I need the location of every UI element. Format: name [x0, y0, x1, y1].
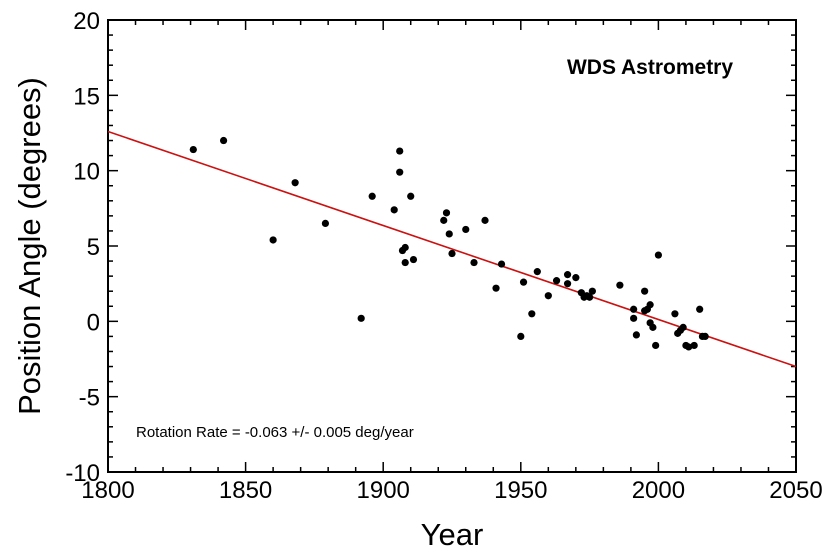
data-point	[390, 206, 398, 214]
data-point	[396, 147, 404, 155]
data-point	[357, 314, 365, 322]
data-point	[646, 301, 654, 309]
data-point	[630, 314, 638, 322]
x-tick-label: 2000	[632, 477, 685, 504]
axis-ticks	[107, 19, 797, 473]
data-point	[448, 249, 456, 258]
data-point	[219, 136, 228, 145]
x-tick-label: 1850	[219, 477, 272, 504]
data-point	[401, 243, 409, 252]
x-tick-label: 1800	[81, 477, 134, 504]
fit-line	[107, 130, 797, 368]
data-point	[544, 292, 552, 300]
data-point	[586, 293, 594, 301]
data-point	[189, 145, 197, 154]
data-point	[696, 305, 704, 313]
x-tick-label: 2050	[769, 477, 822, 504]
plot-frame	[107, 19, 797, 473]
y-axis-title: Position Angle (degrees)	[12, 77, 47, 415]
data-point	[462, 225, 470, 234]
data-point	[654, 251, 663, 259]
data-point	[519, 278, 528, 286]
data-point	[492, 284, 500, 292]
data-point	[533, 268, 541, 276]
y-tick-label: 0	[87, 309, 100, 336]
data-point	[563, 280, 572, 288]
data-point	[616, 281, 624, 289]
data-point	[470, 258, 478, 267]
data-point	[572, 274, 580, 282]
data-point	[497, 260, 506, 268]
data-point	[368, 192, 376, 200]
data-point	[481, 216, 489, 224]
data-point	[701, 332, 709, 340]
data-point	[517, 332, 525, 340]
data-point	[552, 277, 561, 285]
data-point	[442, 209, 451, 217]
data-point	[652, 341, 660, 350]
x-tick-label: 1900	[357, 477, 410, 504]
data-point	[649, 323, 657, 331]
data-point	[269, 236, 277, 244]
data-point	[632, 331, 640, 339]
data-point	[690, 341, 698, 350]
data-point	[401, 258, 409, 267]
y-tick-label: 5	[87, 234, 100, 261]
chart-title: WDS Astrometry	[567, 56, 733, 79]
axis-tick-labels: 1800 1850 1900 1950 2000 2050 -10 -5 0 5 10 15 20	[65, 8, 822, 504]
y-tick-label: 15	[73, 83, 100, 110]
data-point	[445, 230, 453, 238]
data-point	[641, 287, 649, 295]
y-tick-label: -5	[79, 385, 100, 412]
regression-fit	[107, 130, 797, 368]
y-tick-label: 10	[73, 159, 100, 186]
data-point	[409, 255, 418, 264]
data-point	[396, 168, 404, 176]
rotation-rate-annotation: Rotation Rate = -0.063 +/- 0.005 deg/yea…	[136, 424, 414, 441]
data-point	[440, 216, 448, 224]
data-point	[588, 287, 596, 295]
data-point	[407, 192, 415, 200]
data-point	[685, 343, 693, 351]
data-point	[671, 310, 679, 318]
data-points	[189, 136, 709, 351]
x-tick-label: 1950	[494, 477, 547, 504]
data-point	[563, 271, 572, 279]
data-point	[630, 305, 638, 313]
data-point	[321, 219, 330, 227]
y-tick-label: 20	[73, 8, 100, 35]
data-point	[679, 323, 687, 331]
data-point	[528, 310, 536, 318]
data-point	[291, 179, 299, 187]
y-tick-label: -10	[65, 460, 100, 487]
x-axis-title: Year	[421, 517, 484, 552]
